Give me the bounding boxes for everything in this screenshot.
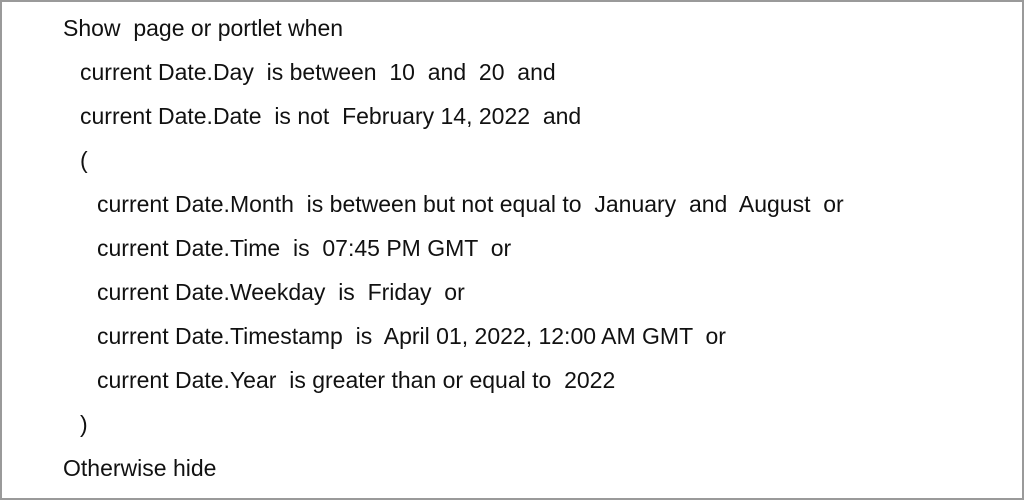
condition-row: current Date.Date is not February 14, 20…: [2, 94, 581, 138]
rule-footer: Otherwise hide: [2, 446, 216, 490]
rule-header: Show page or portlet when: [2, 6, 343, 50]
else-action-word[interactable]: hide: [172, 455, 217, 481]
target-label: page or portlet when: [133, 15, 344, 41]
logic-connector[interactable]: and: [542, 103, 582, 129]
condition-operator[interactable]: is greater than or equal to: [289, 367, 552, 393]
group-close: ): [80, 411, 88, 437]
logic-connector[interactable]: or: [444, 279, 465, 305]
condition-field[interactable]: current Date.Weekday: [97, 279, 326, 305]
condition-field[interactable]: current Date.Month: [97, 191, 294, 217]
condition-field[interactable]: current Date.Year: [97, 367, 277, 393]
range-joiner: and: [427, 59, 467, 85]
condition-operator[interactable]: is: [355, 323, 373, 349]
condition-value[interactable]: 2022: [564, 367, 616, 393]
condition-row: current Date.Weekday is Friday or: [2, 270, 465, 314]
condition-row: current Date.Day is between 10 and 20 an…: [2, 50, 556, 94]
action-word[interactable]: Show: [63, 15, 121, 41]
condition-value[interactable]: 10: [389, 59, 415, 85]
logic-connector[interactable]: or: [490, 235, 512, 261]
otherwise-label: Otherwise: [63, 455, 167, 481]
condition-value[interactable]: April 01, 2022, 12:00 AM GMT: [383, 323, 693, 349]
logic-connector[interactable]: or: [823, 191, 844, 217]
condition-value[interactable]: Friday: [367, 279, 432, 305]
condition-field[interactable]: current Date.Time: [97, 235, 281, 261]
condition-row: current Date.Year is greater than or equ…: [2, 358, 615, 402]
condition-row: current Date.Month is between but not eq…: [2, 182, 844, 226]
logic-connector[interactable]: and: [517, 59, 556, 85]
condition-value[interactable]: August: [738, 191, 811, 217]
condition-operator[interactable]: is between but not equal to: [306, 191, 582, 217]
condition-value[interactable]: 20: [478, 59, 505, 85]
condition-value[interactable]: January: [594, 191, 677, 217]
condition-row: current Date.Time is 07:45 PM GMT or: [2, 226, 511, 270]
condition-operator[interactable]: is between: [266, 59, 377, 85]
condition-operator[interactable]: is: [338, 279, 355, 305]
condition-row: current Date.Timestamp is April 01, 2022…: [2, 314, 726, 358]
group-open: (: [80, 147, 88, 173]
condition-field[interactable]: current Date.Date: [80, 103, 262, 129]
condition-value[interactable]: February 14, 2022: [342, 103, 531, 129]
condition-operator[interactable]: is: [292, 235, 310, 261]
condition-value[interactable]: 07:45 PM GMT: [322, 235, 478, 261]
condition-field[interactable]: current Date.Day: [80, 59, 254, 85]
range-joiner: and: [688, 191, 728, 217]
logic-connector[interactable]: or: [705, 323, 726, 349]
condition-field[interactable]: current Date.Timestamp: [97, 323, 343, 349]
condition-operator[interactable]: is not: [274, 103, 330, 129]
